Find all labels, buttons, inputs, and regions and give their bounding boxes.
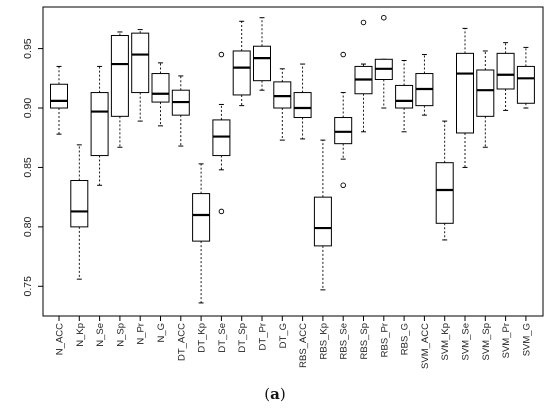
caption-letter: a xyxy=(270,385,280,403)
x-tick-label: SVM_Se xyxy=(461,323,472,361)
y-tick-label: 0.80 xyxy=(22,216,34,237)
caption-open: ( xyxy=(264,385,271,403)
iqr-box xyxy=(192,193,211,242)
x-tick-label: RBS_Pr xyxy=(379,323,390,357)
x-tick-label: DT_Kp xyxy=(197,323,208,353)
x-tick-label: N_ACC xyxy=(55,323,66,355)
x-tick-label: DT_Sp xyxy=(237,323,248,353)
x-tick-label: N_G xyxy=(156,323,167,343)
x-tick-label: N_Se xyxy=(95,323,106,347)
iqr-box xyxy=(151,73,170,103)
x-tick-label: SVM_Pr xyxy=(501,323,512,358)
box-svm-g xyxy=(516,46,535,109)
box-dt-acc xyxy=(171,75,190,147)
box-svm-pr xyxy=(496,42,515,111)
box-rbs-se xyxy=(334,51,353,189)
outlier-point xyxy=(360,19,367,26)
y-tick-label: 0.75 xyxy=(22,276,34,297)
box-svm-sp xyxy=(476,50,495,148)
box-n-g xyxy=(151,62,170,127)
box-n-acc xyxy=(50,65,68,135)
iqr-box xyxy=(70,180,89,228)
iqr-box xyxy=(313,196,332,247)
iqr-box xyxy=(253,45,271,82)
x-tick-label: DT_ACC xyxy=(176,323,187,361)
figure-caption: (a) xyxy=(0,385,550,403)
box-dt-g xyxy=(273,68,292,141)
outlier-point xyxy=(218,51,225,58)
outlier-point xyxy=(340,51,346,58)
outlier-point xyxy=(218,208,225,215)
iqr-box xyxy=(293,92,312,119)
y-axis: 0.75 0.80 0.85 0.90 0.95 xyxy=(22,38,43,297)
x-tick-label: N_Kp xyxy=(75,323,86,347)
box-n-se xyxy=(90,65,109,186)
box-rbs-kp xyxy=(313,139,332,291)
plot-frame xyxy=(42,6,544,317)
box-n-pr xyxy=(131,29,150,122)
x-tick-label: RBS_Kp xyxy=(318,323,329,359)
x-tick-label: RBS_Sp xyxy=(359,323,370,359)
box-dt-kp xyxy=(192,163,211,304)
box-dt-se xyxy=(212,51,231,215)
x-tick-label: SVM_G xyxy=(521,323,532,356)
iqr-box xyxy=(90,92,109,157)
box-rbs-sp xyxy=(354,19,373,133)
y-tick-label: 0.85 xyxy=(22,157,34,178)
iqr-box xyxy=(212,119,231,157)
x-axis: N_ACC N_Kp N_Se N_Sp N_Pr N_G DT_ACC DT_Kp DT_Se… xyxy=(55,316,532,369)
box-dt-pr xyxy=(253,17,271,91)
x-tick-label: DT_G xyxy=(278,323,289,348)
iqr-box xyxy=(110,35,129,117)
iqr-box xyxy=(131,32,150,94)
iqr-box xyxy=(476,69,495,117)
x-tick-label: RBS_Se xyxy=(339,323,350,359)
caption-close: ) xyxy=(279,385,286,403)
y-tick-label: 0.95 xyxy=(22,38,34,59)
x-tick-label: SVM_Sp xyxy=(481,323,492,361)
x-tick-label: DT_Pr xyxy=(258,323,269,350)
box-n-kp xyxy=(70,144,89,280)
box-rbs-g xyxy=(395,59,414,133)
iqr-box xyxy=(496,52,515,90)
box-dt-sp xyxy=(232,20,251,107)
x-tick-label: RBS_ACC xyxy=(298,323,309,368)
box-rbs-acc xyxy=(293,63,312,140)
x-tick-label: DT_Se xyxy=(217,323,228,353)
x-tick-label: SVM_Kp xyxy=(440,323,451,361)
x-tick-label: SVM_ACC xyxy=(420,323,431,369)
iqr-box xyxy=(50,83,68,109)
iqr-box xyxy=(232,50,251,96)
box-svm-kp xyxy=(435,120,454,241)
iqr-box xyxy=(435,162,454,224)
y-tick-label: 0.90 xyxy=(22,98,34,119)
box-svm-se xyxy=(456,27,474,168)
iqr-box xyxy=(516,65,535,104)
iqr-box xyxy=(456,52,474,134)
outlier-point xyxy=(340,182,346,189)
box-n-sp xyxy=(110,31,129,148)
box-series xyxy=(50,14,535,304)
box-svm-acc xyxy=(415,54,434,116)
x-tick-label: N_Pr xyxy=(136,323,147,345)
iqr-box xyxy=(395,84,414,109)
x-tick-label: N_Sp xyxy=(115,323,126,347)
iqr-box xyxy=(273,81,292,109)
box-plot: 0.750.800.850.900.95 N_ACC N_Kp N_Se N_Sp N_… xyxy=(22,6,544,369)
box-rbs-pr xyxy=(374,14,393,109)
x-tick-label: RBS_G xyxy=(400,323,411,355)
outlier-point xyxy=(381,14,387,21)
iqr-box xyxy=(334,117,353,145)
